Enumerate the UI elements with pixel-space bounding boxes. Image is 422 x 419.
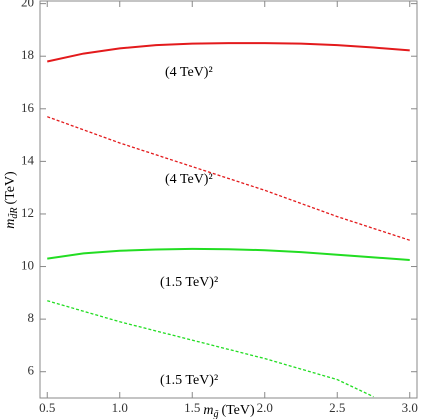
plot-frame <box>39 0 418 399</box>
y-tick-label: 8 <box>28 310 35 325</box>
x-label-symbol: m <box>203 403 213 418</box>
y-tick-label: 6 <box>28 363 35 378</box>
series-line <box>47 42 410 63</box>
x-axis-label: mg̃ (TeV) <box>203 403 255 419</box>
series-line <box>47 247 410 261</box>
annotation: (4 TeV)² <box>165 172 213 187</box>
y-tick-label: 18 <box>21 47 34 62</box>
y-label-unit: (TeV) <box>3 171 18 205</box>
series-line <box>47 300 374 398</box>
y-label-symbol: m <box>3 219 18 229</box>
y-tick-label: 20 <box>21 0 34 10</box>
annotation: (4 TeV)² <box>165 65 213 80</box>
annotation: (1.5 TeV)² <box>160 275 218 290</box>
x-tick-label: 0.5 <box>39 400 55 415</box>
y-axis-label: md̃R (TeV) <box>3 171 20 229</box>
x-label-subscript: g̃ <box>213 409 218 419</box>
y-tick-label: 16 <box>21 100 35 115</box>
x-tick-label: 1.5 <box>184 400 200 415</box>
x-tick-label: 3.0 <box>402 400 418 415</box>
y-tick-label: 12 <box>21 205 34 220</box>
x-tick-label: 2.5 <box>329 400 345 415</box>
annotation: (1.5 TeV)² <box>160 373 218 388</box>
y-tick-label: 10 <box>21 258 34 273</box>
series-line <box>47 116 410 241</box>
x-label-unit: (TeV) <box>221 403 255 418</box>
x-tick-label: 1.0 <box>112 400 128 415</box>
y-label-subscript: d̃R <box>7 208 20 219</box>
x-tick-label: 2.0 <box>257 400 273 415</box>
y-tick-label: 14 <box>21 152 35 167</box>
